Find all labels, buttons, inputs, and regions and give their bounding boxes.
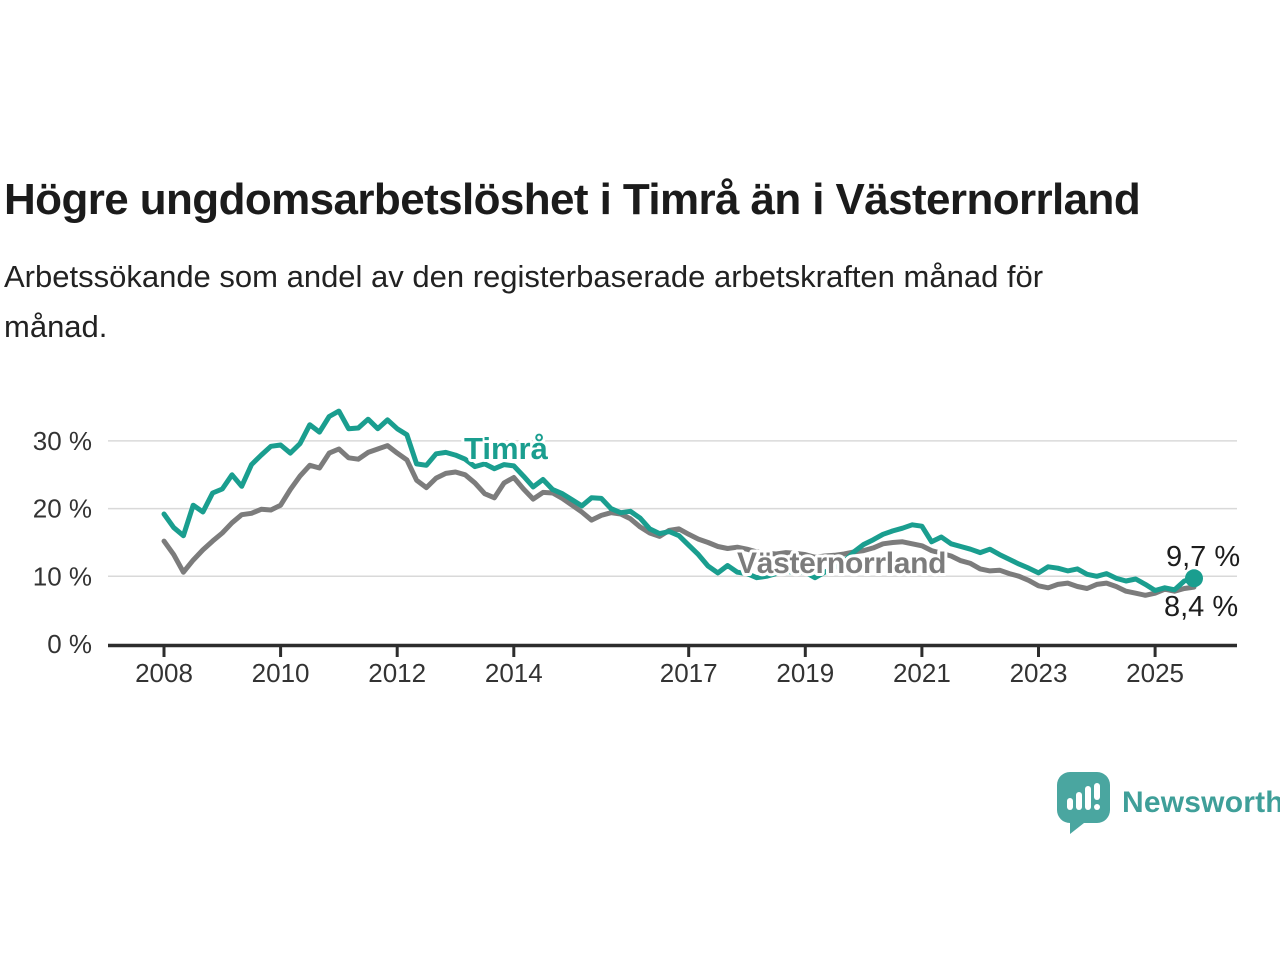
timra-line (161, 408, 1197, 593)
x-tick-label-2012: 2012 (368, 658, 426, 688)
x-tick-label-2017: 2017 (660, 658, 718, 688)
page-subtitle-line-2: månad. (4, 309, 108, 344)
x-tick-label-2010: 2010 (252, 658, 310, 688)
y-tick-label-0: 0 % (47, 629, 92, 659)
speech-bubble-shape (1057, 772, 1110, 834)
page-title: Högre ungdomsarbetslöshet i Timrå än i V… (4, 175, 1141, 225)
newsworthy-logo-icon (1057, 772, 1110, 834)
y-tick-label-10: 10 % (33, 561, 92, 591)
newsworthy-brand: Newsworthy (1057, 772, 1280, 834)
timra-label: Timrå (464, 431, 549, 466)
x-tick-label-2025: 2025 (1126, 658, 1184, 688)
x-tick-label-2023: 2023 (1010, 658, 1068, 688)
vasternorrland-label: Västernorrland (737, 547, 946, 580)
vasternorrland-end-value-label: 8,4 % (1164, 591, 1238, 623)
page-subtitle-line-1: Arbetssökande som andel av den registerb… (4, 259, 1044, 294)
page-subtitle: Arbetssökande som andel av den registerb… (4, 252, 1043, 352)
logo-bar-3 (1085, 786, 1091, 810)
y-tick-label-30: 30 % (33, 426, 92, 456)
logo-bar-2 (1076, 792, 1082, 810)
vasternorrland-line (161, 443, 1197, 598)
logo-bar-1 (1067, 798, 1073, 810)
x-tick-label-2014: 2014 (485, 658, 543, 688)
x-tick-label-2021: 2021 (893, 658, 951, 688)
timra-end-dot (1185, 569, 1203, 588)
logo-exclamation-dot (1094, 804, 1100, 810)
newsworthy-logo-text: Newsworthy (1122, 786, 1280, 819)
x-tick-label-2019: 2019 (776, 658, 834, 688)
logo-exclamation-bar (1094, 783, 1100, 800)
timra-end-value-label: 9,7 % (1166, 541, 1240, 573)
x-tick-label-2008: 2008 (135, 658, 193, 688)
y-tick-label-20: 20 % (33, 494, 92, 524)
